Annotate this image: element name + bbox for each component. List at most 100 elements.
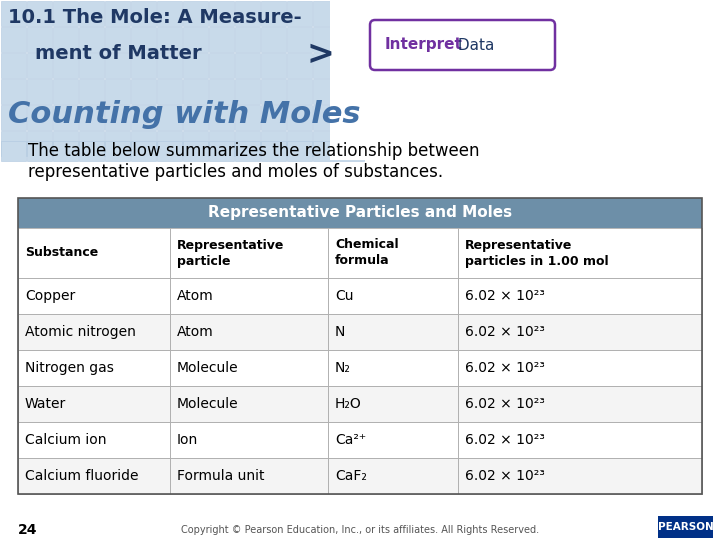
Text: 6.02 × 10²³: 6.02 × 10²³ xyxy=(465,361,545,375)
Bar xyxy=(235,1,259,25)
Text: 10.1 The Mole: A Measure-: 10.1 The Mole: A Measure- xyxy=(8,8,302,27)
Bar xyxy=(18,458,170,494)
Bar xyxy=(170,422,328,458)
Bar xyxy=(235,26,259,51)
Bar xyxy=(312,140,338,160)
Bar xyxy=(458,314,702,350)
Text: Atomic nitrogen: Atomic nitrogen xyxy=(25,325,136,339)
Bar xyxy=(1,78,25,104)
Text: Copyright © Pearson Education, Inc., or its affiliates. All Rights Reserved.: Copyright © Pearson Education, Inc., or … xyxy=(181,525,539,535)
Text: PEARSON: PEARSON xyxy=(657,522,714,532)
Text: Representative
particles in 1.00 mol: Representative particles in 1.00 mol xyxy=(465,239,608,267)
Bar xyxy=(182,140,207,160)
Bar xyxy=(53,1,78,25)
Text: H₂O: H₂O xyxy=(335,397,361,411)
Bar xyxy=(328,386,458,422)
Bar xyxy=(209,78,233,104)
Bar xyxy=(209,52,233,78)
Bar xyxy=(27,78,52,104)
Text: 6.02 × 10²³: 6.02 × 10²³ xyxy=(465,433,545,447)
Bar xyxy=(170,386,328,422)
Bar xyxy=(287,140,312,160)
Bar xyxy=(78,78,104,104)
Bar xyxy=(312,52,338,78)
FancyBboxPatch shape xyxy=(370,20,555,70)
Bar xyxy=(156,26,181,51)
Bar xyxy=(235,131,259,156)
Bar xyxy=(182,26,207,51)
Text: Data: Data xyxy=(453,37,495,52)
Bar xyxy=(170,314,328,350)
Bar xyxy=(156,78,181,104)
Text: Molecule: Molecule xyxy=(177,397,238,411)
Bar xyxy=(182,131,207,156)
Text: The table below summarizes the relationship between: The table below summarizes the relations… xyxy=(28,142,480,160)
Bar xyxy=(328,422,458,458)
Text: 6.02 × 10²³: 6.02 × 10²³ xyxy=(465,289,545,303)
Text: Calcium ion: Calcium ion xyxy=(25,433,107,447)
Bar xyxy=(156,105,181,130)
Bar xyxy=(328,278,458,314)
Bar xyxy=(27,52,52,78)
Bar xyxy=(53,140,78,160)
Bar xyxy=(209,131,233,156)
Bar xyxy=(261,131,286,156)
Text: 6.02 × 10²³: 6.02 × 10²³ xyxy=(465,469,545,483)
Bar xyxy=(78,52,104,78)
Bar xyxy=(18,278,170,314)
Text: Ca²⁺: Ca²⁺ xyxy=(335,433,366,447)
Bar xyxy=(287,26,312,51)
Bar xyxy=(170,228,328,278)
Bar xyxy=(104,1,130,25)
Bar xyxy=(261,78,286,104)
Bar xyxy=(104,105,130,130)
Bar xyxy=(130,52,156,78)
Text: Copper: Copper xyxy=(25,289,76,303)
Text: Representative
particle: Representative particle xyxy=(177,239,284,267)
Text: 6.02 × 10²³: 6.02 × 10²³ xyxy=(465,325,545,339)
Bar xyxy=(287,1,312,25)
Text: Representative Particles and Moles: Representative Particles and Moles xyxy=(208,206,512,220)
Bar xyxy=(458,422,702,458)
Bar xyxy=(235,52,259,78)
Bar xyxy=(261,1,286,25)
Bar xyxy=(130,26,156,51)
Bar xyxy=(156,140,181,160)
Bar xyxy=(658,516,713,538)
Text: Chemical
formula: Chemical formula xyxy=(335,239,399,267)
Text: N₂: N₂ xyxy=(335,361,351,375)
Bar xyxy=(235,78,259,104)
Bar xyxy=(209,105,233,130)
Bar xyxy=(458,278,702,314)
Bar xyxy=(209,26,233,51)
Bar xyxy=(287,52,312,78)
Bar xyxy=(182,1,207,25)
Bar xyxy=(1,140,25,160)
Bar xyxy=(53,105,78,130)
Bar xyxy=(18,228,702,278)
Bar xyxy=(261,140,286,160)
Text: Atom: Atom xyxy=(177,325,214,339)
Bar xyxy=(130,140,156,160)
Bar xyxy=(104,52,130,78)
Bar xyxy=(130,1,156,25)
Bar xyxy=(312,1,338,25)
Bar xyxy=(156,52,181,78)
Bar xyxy=(53,78,78,104)
Bar xyxy=(458,350,702,386)
Bar xyxy=(287,131,312,156)
Bar xyxy=(287,78,312,104)
Bar xyxy=(78,26,104,51)
Bar xyxy=(170,278,328,314)
Bar xyxy=(78,140,104,160)
Bar xyxy=(18,228,170,278)
Bar xyxy=(328,314,458,350)
Bar xyxy=(1,1,25,25)
Bar xyxy=(235,105,259,130)
Bar xyxy=(18,350,170,386)
Bar xyxy=(1,52,25,78)
Bar xyxy=(312,78,338,104)
Bar xyxy=(170,458,328,494)
Bar xyxy=(18,422,170,458)
Bar xyxy=(330,0,720,160)
